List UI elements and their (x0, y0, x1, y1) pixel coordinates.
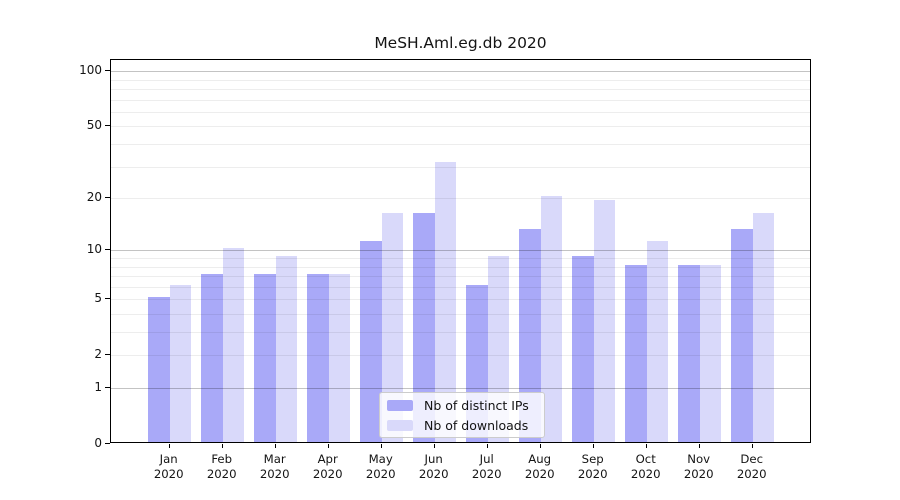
x-tick-label-aug: Aug 2020 (524, 452, 555, 481)
minor-gridline-2 (111, 355, 810, 357)
y-tick-label-10: 10 (86, 242, 102, 257)
y-tick-label-1: 1 (94, 380, 102, 394)
y-tick-label-100: 100 (79, 63, 102, 78)
legend-swatch-downloads (387, 419, 413, 431)
minor-gridline-40 (111, 144, 810, 145)
x-tick-label-nov: Nov 2020 (683, 452, 714, 481)
x-tick-sep (592, 444, 594, 448)
x-tick-jan (168, 444, 170, 448)
x-tick-nov (698, 444, 700, 448)
x-tick-apr (327, 444, 329, 448)
bar-aug-distinct-ips (519, 228, 541, 442)
bar-jan-distinct-ips (148, 297, 170, 442)
y-tick-10 (105, 249, 110, 251)
x-tick-label-sep: Sep 2020 (577, 452, 608, 481)
y-tick-label-2: 2 (94, 347, 102, 362)
minor-gridline-3 (111, 332, 810, 333)
minor-gridline-20 (111, 198, 810, 200)
x-tick-mar (274, 444, 276, 448)
bar-oct-downloads (646, 241, 669, 442)
minor-gridline-30 (111, 166, 810, 168)
minor-gridline-90 (111, 79, 810, 81)
minor-gridline-8 (111, 266, 810, 268)
x-tick-label-may: May 2020 (365, 452, 396, 481)
minor-gridline-50 (111, 126, 810, 128)
minor-gridline-6 (111, 286, 810, 288)
x-tick-label-jul: Jul 2020 (471, 452, 502, 481)
minor-gridline-60 (111, 111, 810, 113)
y-tick-2 (105, 354, 110, 356)
y-tick-5 (105, 298, 110, 300)
x-tick-label-feb: Feb 2020 (206, 452, 237, 481)
legend: Nb of distinct IPs Nb of downloads (379, 392, 545, 438)
x-tick-label-jun: Jun 2020 (418, 452, 449, 481)
y-tick-0 (105, 443, 110, 444)
x-tick-label-dec: Dec 2020 (736, 452, 767, 481)
bar-jun-distinct-ips (413, 213, 435, 442)
bar-dec-distinct-ips (731, 228, 753, 442)
minor-gridline-5 (111, 299, 810, 301)
chart-title: MeSH.Aml.eg.db 2020 (374, 34, 547, 52)
bar-may-distinct-ips (360, 241, 382, 442)
y-tick-label-50: 50 (86, 118, 102, 133)
bar-aug-downloads (540, 196, 563, 442)
bar-dec-downloads (752, 213, 775, 442)
y-tick-label-5: 5 (94, 291, 102, 306)
bar-sep-distinct-ips (572, 256, 594, 442)
legend-item-distinct-ips: Nb of distinct IPs (387, 397, 536, 413)
bar-oct-distinct-ips (625, 264, 647, 442)
bar-nov-distinct-ips (678, 264, 700, 442)
legend-label-downloads: Nb of downloads (424, 417, 529, 433)
bar-feb-distinct-ips (201, 274, 223, 442)
bar-mar-distinct-ips (254, 274, 276, 442)
x-tick-oct (645, 444, 647, 448)
bar-nov-downloads (699, 264, 722, 442)
x-tick-label-oct: Oct 2020 (630, 452, 661, 481)
x-tick-aug (539, 444, 541, 448)
minor-gridline-9 (111, 258, 810, 259)
x-tick-feb (221, 444, 223, 448)
x-tick-may (380, 444, 382, 448)
bar-may-downloads (381, 213, 404, 442)
y-tick-label-20: 20 (86, 190, 102, 205)
minor-gridline-80 (111, 89, 810, 90)
legend-swatch-distinct-ips (387, 399, 413, 411)
bar-sep-downloads (593, 200, 616, 442)
x-tick-jun (433, 444, 435, 448)
bar-mar-downloads (275, 256, 298, 442)
major-gridline-100 (111, 71, 810, 73)
x-tick-label-jan: Jan 2020 (153, 452, 184, 481)
y-tick-1 (105, 387, 110, 388)
y-tick-label-0: 0 (94, 436, 102, 450)
y-tick-20 (105, 197, 110, 199)
y-tick-50 (105, 125, 110, 127)
minor-gridline-4 (111, 314, 810, 315)
bar-apr-distinct-ips (307, 274, 329, 442)
bar-apr-downloads (328, 274, 351, 442)
minor-gridline-7 (111, 276, 810, 277)
bar-jan-downloads (169, 284, 192, 442)
legend-label-distinct-ips: Nb of distinct IPs (424, 397, 529, 413)
gridlines-layer (111, 60, 810, 442)
minor-gridline-70 (111, 99, 810, 101)
x-tick-label-apr: Apr 2020 (312, 452, 343, 481)
bar-feb-downloads (222, 248, 245, 442)
x-tick-label-mar: Mar 2020 (259, 452, 290, 481)
major-gridline-1 (111, 388, 810, 389)
x-tick-dec (751, 444, 753, 448)
y-tick-100 (105, 70, 110, 72)
major-gridline-10 (111, 250, 810, 252)
plot-area: Nb of distinct IPs Nb of downloads (110, 59, 811, 443)
x-tick-jul (486, 444, 488, 448)
bar-jun-downloads (434, 162, 457, 442)
legend-item-downloads: Nb of downloads (387, 417, 536, 433)
